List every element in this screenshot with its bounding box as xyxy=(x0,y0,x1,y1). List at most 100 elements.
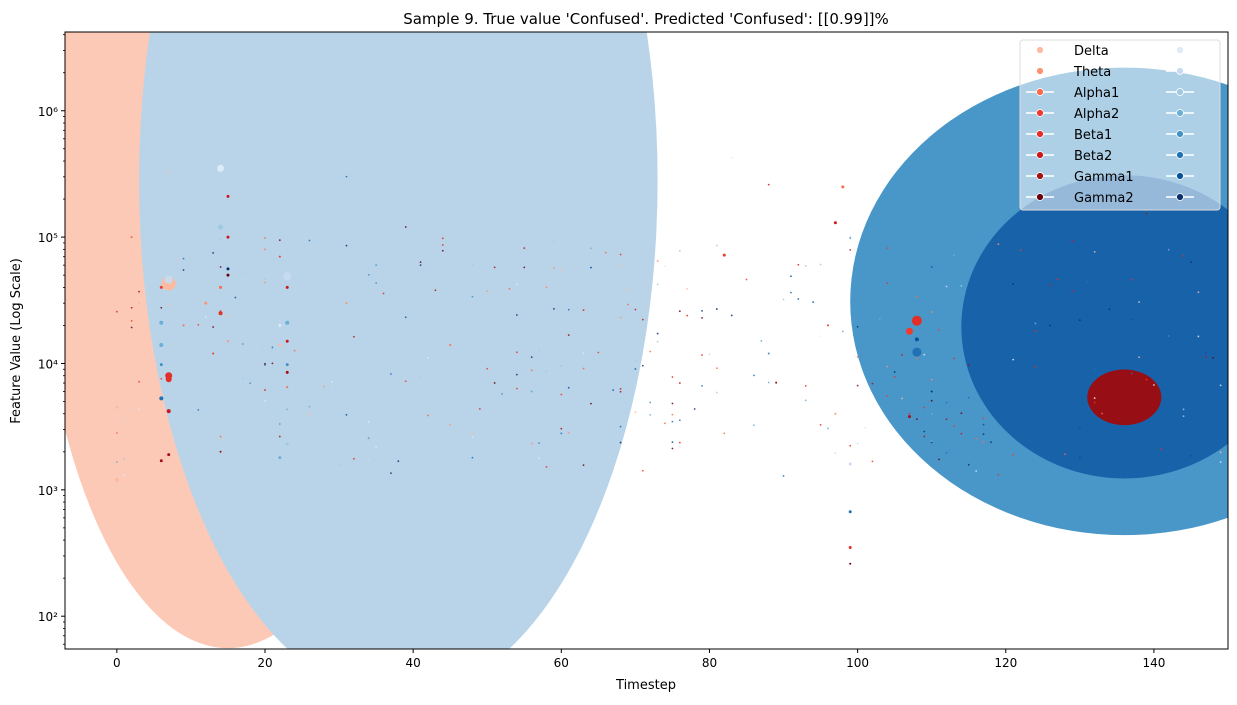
scatter-point xyxy=(841,185,845,189)
scatter-point xyxy=(285,339,289,343)
scatter-point-minor xyxy=(397,460,400,463)
x-tick-label: 80 xyxy=(702,656,717,670)
scatter-point-minor xyxy=(471,436,474,438)
scatter-point-minor xyxy=(893,371,896,373)
scatter-point xyxy=(278,456,282,460)
scatter-point xyxy=(226,340,229,343)
scatter-point-minor xyxy=(930,441,933,444)
scatter-point-minor xyxy=(619,316,622,319)
scatter-point-minor xyxy=(767,183,770,186)
scatter-point-minor xyxy=(597,351,600,354)
scatter-point-minor xyxy=(515,283,518,286)
scatter-point-minor xyxy=(538,442,540,444)
scatter-point-minor xyxy=(582,309,585,312)
scatter-point-minor xyxy=(538,349,540,351)
scatter-point-minor xyxy=(915,418,918,420)
scatter-point-minor xyxy=(553,240,555,243)
scatter-point xyxy=(159,320,164,325)
scatter-point xyxy=(826,324,829,327)
large-marker-3 xyxy=(961,175,1228,479)
scatter-point xyxy=(560,432,563,435)
scatter-point-minor xyxy=(427,356,429,359)
scatter-point-minor xyxy=(619,425,622,428)
scatter-point xyxy=(285,370,289,374)
x-tick-label: 120 xyxy=(994,656,1017,670)
scatter-point-minor xyxy=(538,457,540,460)
scatter-point-minor xyxy=(619,390,622,393)
scatter-point-minor xyxy=(115,461,118,464)
scatter-point xyxy=(345,302,348,305)
scatter-point-minor xyxy=(264,363,266,366)
scatter-point-minor xyxy=(930,413,933,415)
scatter-point-minor xyxy=(1064,453,1066,456)
legend-label: Alpha2 xyxy=(1074,107,1119,122)
scatter-point xyxy=(912,347,922,357)
scatter-point xyxy=(560,365,563,368)
scatter-point-minor xyxy=(671,447,674,450)
scatter-point-minor xyxy=(1049,284,1052,286)
scatter-point-minor xyxy=(545,370,548,373)
scatter-point-minor xyxy=(1093,401,1096,404)
scatter-point-minor xyxy=(567,431,570,434)
legend-marker xyxy=(1036,46,1044,54)
scatter-point-minor xyxy=(656,340,659,343)
scatter-point-minor xyxy=(1012,283,1015,285)
scatter-point-minor xyxy=(953,357,955,360)
scatter-point-minor xyxy=(478,407,481,410)
legend-marker xyxy=(1176,151,1184,159)
scatter-point-minor xyxy=(671,441,674,443)
scatter-point-minor xyxy=(664,422,666,425)
scatter-point-minor xyxy=(856,355,859,358)
scatter-point-minor xyxy=(486,290,489,293)
scatter-point-minor xyxy=(627,303,629,306)
scatter-point xyxy=(226,267,230,271)
scatter-point-minor xyxy=(730,314,733,317)
scatter-point-minor xyxy=(945,401,948,404)
scatter-point xyxy=(285,442,289,446)
scatter-point-minor xyxy=(515,314,518,316)
scatter-point-minor xyxy=(804,385,807,387)
scatter-point-minor xyxy=(634,411,637,414)
scatter-point xyxy=(283,272,292,281)
scatter-point-minor xyxy=(375,264,378,267)
x-axis: 0 20 40 60 80 100 120 140 xyxy=(113,649,1165,670)
scatter-point-minor xyxy=(945,285,948,288)
scatter-point-minor xyxy=(967,463,970,466)
scatter-point xyxy=(848,545,852,549)
scatter-point-minor xyxy=(404,316,407,319)
scatter-point xyxy=(115,405,119,409)
scatter-point-minor xyxy=(1212,356,1215,359)
scatter-point-minor xyxy=(1130,372,1133,375)
scatter-point-minor xyxy=(286,408,289,411)
scatter-point-minor xyxy=(1086,281,1089,284)
legend-marker xyxy=(1176,193,1184,201)
scatter-point-minor xyxy=(390,373,392,375)
scatter-point-minor xyxy=(901,397,903,400)
scatter-point-minor xyxy=(634,360,637,363)
scatter-point-minor xyxy=(1019,249,1022,252)
scatter-point-minor xyxy=(819,335,822,338)
scatter-point-minor xyxy=(1101,412,1103,415)
scatter-point-minor xyxy=(182,257,185,260)
scatter-point-minor xyxy=(1219,451,1222,454)
scatter-point xyxy=(278,323,282,327)
scatter-point xyxy=(159,459,163,463)
scatter-point-minor xyxy=(449,423,452,426)
scatter-point-minor xyxy=(160,377,163,380)
scatter-point xyxy=(848,462,852,466)
x-tick-label: 60 xyxy=(554,656,569,670)
scatter-point-minor xyxy=(441,237,444,240)
y-tick-label: 10⁶ xyxy=(38,105,58,119)
scatter-point-minor xyxy=(560,268,563,271)
legend-marker xyxy=(1176,46,1184,54)
scatter-point xyxy=(165,376,172,383)
scatter-point-minor xyxy=(960,432,963,435)
scatter-point-minor xyxy=(1182,254,1185,257)
scatter-point xyxy=(767,352,770,355)
scatter-point-minor xyxy=(441,244,444,246)
scatter-point-minor xyxy=(367,437,370,440)
scatter-point-minor xyxy=(819,263,822,266)
scatter-point-minor xyxy=(182,269,185,271)
scatter-point-minor xyxy=(656,332,659,335)
